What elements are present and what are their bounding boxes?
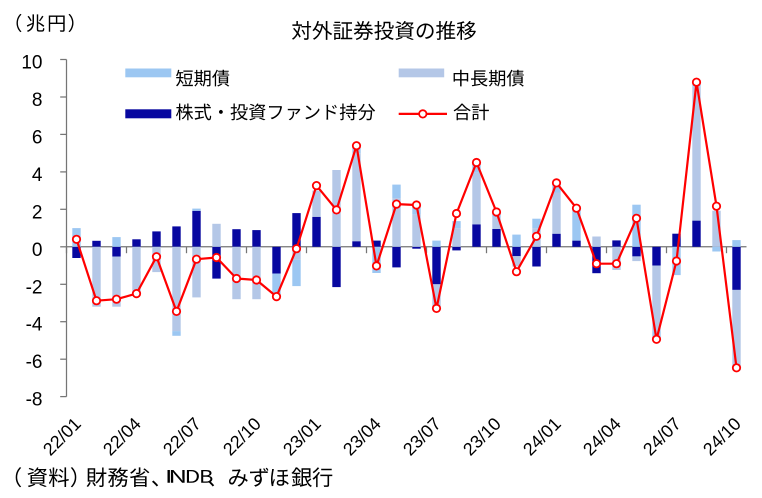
svg-text:-4: -4 <box>26 315 43 336</box>
svg-text:8: 8 <box>32 90 43 111</box>
svg-text:0: 0 <box>32 240 43 261</box>
svg-text:4: 4 <box>32 165 43 186</box>
svg-text:10: 10 <box>21 53 42 74</box>
svg-text:-6: -6 <box>26 352 43 373</box>
svg-text:-2: -2 <box>26 277 43 298</box>
svg-text:6: 6 <box>32 127 43 148</box>
svg-text:2: 2 <box>32 202 43 223</box>
svg-text:-8: -8 <box>26 390 43 411</box>
